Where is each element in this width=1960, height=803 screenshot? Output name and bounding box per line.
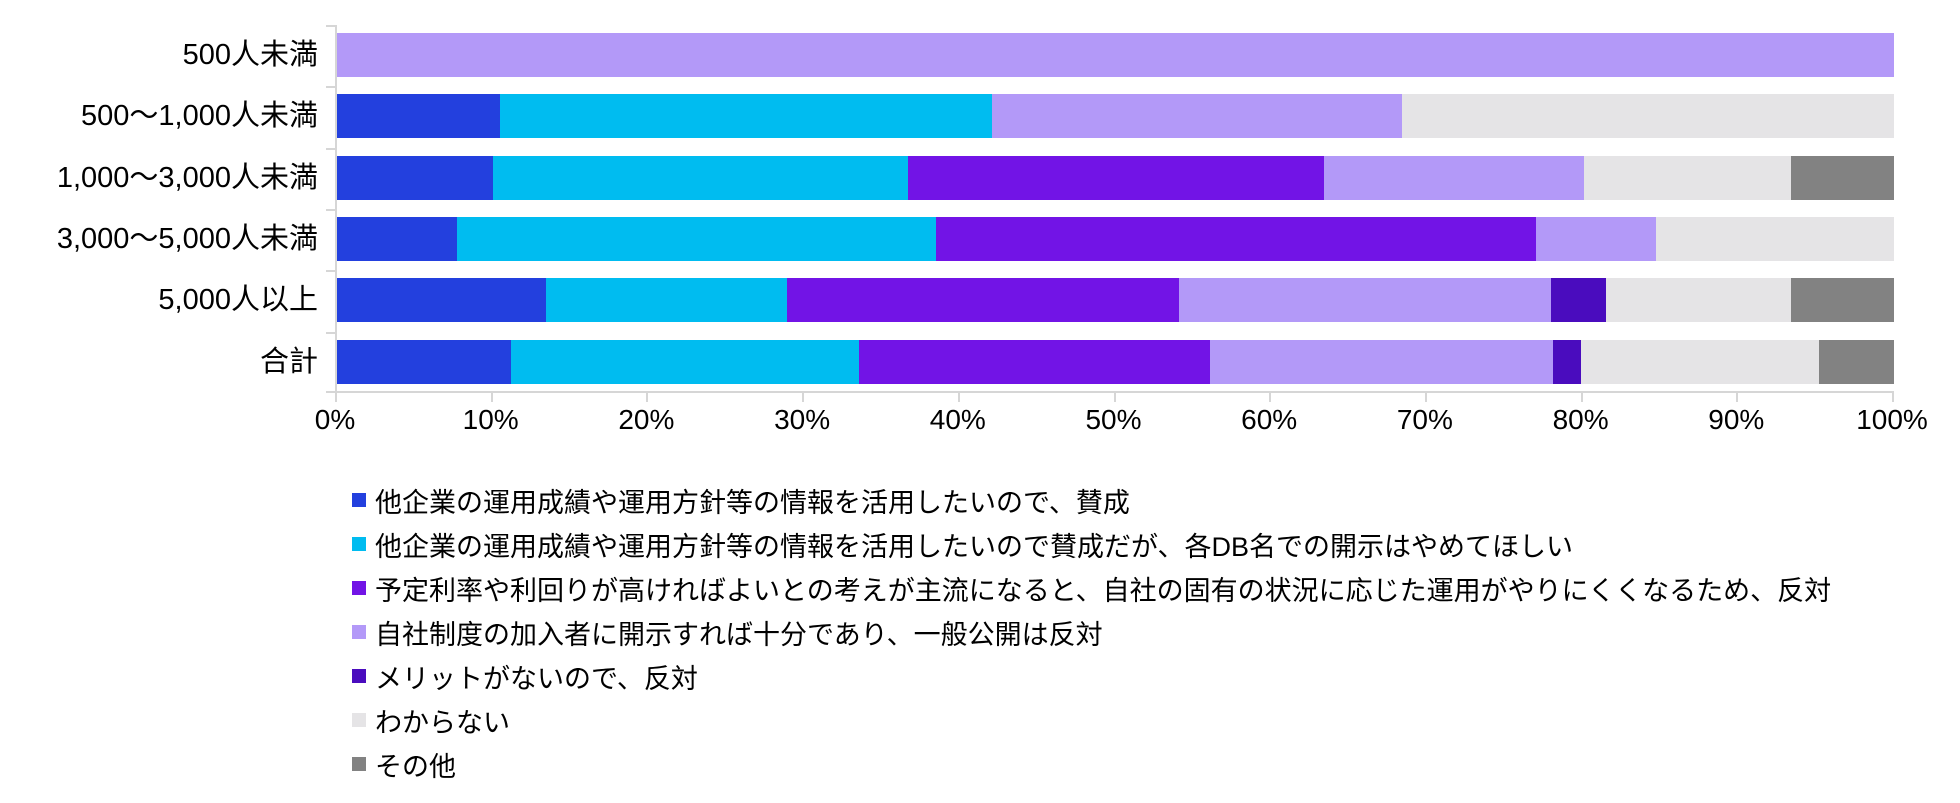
bar-segment — [1791, 155, 1894, 200]
category-label: 合計 — [259, 345, 318, 378]
bar-segment — [1581, 339, 1820, 384]
legend-item: 他企業の運用成績や運用方針等の情報を活用したいので、賛成 — [352, 478, 1130, 522]
bar-segment — [456, 217, 937, 261]
y-axis-tick — [326, 147, 335, 150]
legend-label: その他 — [375, 751, 456, 782]
x-axis-tick — [802, 393, 805, 402]
legend-swatch-icon — [352, 537, 366, 551]
x-axis-tick — [1269, 393, 1272, 402]
y-axis-tick — [326, 270, 335, 273]
bar-segment — [545, 278, 787, 323]
y-axis-tick — [326, 86, 335, 89]
x-axis-tick — [957, 393, 960, 402]
legend-item: 自社制度の加入者に開示すれば十分であり、一般公開は反対 — [352, 610, 1103, 654]
bar-segment — [1179, 278, 1552, 323]
bar-row — [337, 94, 1894, 139]
x-tick-label: 0% — [314, 404, 356, 435]
legend-label: わからない — [375, 707, 510, 738]
category-label: 3,000〜5,000人未満 — [56, 223, 318, 255]
x-axis-tick — [335, 393, 337, 402]
x-tick-label: 10% — [462, 404, 519, 435]
bar-segment — [337, 339, 512, 384]
plot-area — [335, 25, 1894, 393]
bar-row — [337, 278, 1894, 323]
x-axis-tick — [1736, 393, 1739, 402]
bar-row — [337, 217, 1894, 261]
x-tick-label: 70% — [1396, 404, 1453, 435]
y-axis-tick — [326, 25, 335, 27]
x-axis-tick — [490, 393, 493, 402]
x-tick-label: 40% — [929, 404, 986, 435]
bar-segment — [337, 155, 493, 200]
x-axis-tick — [1892, 393, 1894, 402]
category-label: 500〜1,000人未満 — [81, 100, 318, 133]
bar-segment — [1551, 278, 1606, 323]
x-tick-label: 100% — [1856, 404, 1928, 435]
legend-swatch-icon — [352, 625, 366, 639]
bar-segment — [936, 217, 1536, 261]
bar-segment — [511, 339, 859, 384]
bar-segment — [1605, 278, 1792, 323]
bar-segment — [337, 217, 457, 261]
bar-segment — [992, 94, 1402, 139]
category-label: 1,000〜3,000人未満 — [56, 161, 318, 194]
y-axis-tick — [326, 209, 335, 211]
legend-label: メリットがないので、反対 — [375, 663, 698, 694]
bar-segment — [786, 278, 1180, 323]
category-label: 5,000人以上 — [158, 284, 318, 317]
legend-item: 予定利率や利回りが高ければよいとの考えが主流になると、自社の固有の状況に応じた運… — [352, 566, 1831, 610]
legend-swatch-icon — [352, 757, 366, 771]
legend-item: 他企業の運用成績や運用方針等の情報を活用したいので賛成だが、各DB名での開示はや… — [352, 522, 1573, 566]
bar-segment — [1655, 217, 1894, 261]
bar-segment — [1324, 155, 1585, 200]
x-axis-tick — [1424, 393, 1427, 402]
x-tick-label: 60% — [1241, 404, 1298, 435]
legend-swatch-icon — [352, 713, 366, 727]
legend-swatch-icon — [352, 581, 366, 595]
bar-segment — [337, 94, 501, 139]
bar-segment — [1819, 339, 1894, 384]
bar-segment — [1552, 339, 1581, 384]
x-tick-label: 30% — [774, 404, 831, 435]
legend-item: わからない — [352, 698, 510, 742]
x-tick-label: 20% — [618, 404, 675, 435]
bar-segment — [1401, 94, 1894, 139]
bar-segment — [1791, 278, 1894, 323]
bar-segment — [337, 33, 1894, 77]
bar-segment — [1584, 155, 1792, 200]
bar-segment — [908, 155, 1325, 200]
x-tick-label: 80% — [1552, 404, 1609, 435]
y-axis-tick — [326, 391, 335, 393]
legend-label: 自社制度の加入者に開示すれば十分であり、一般公開は反対 — [375, 619, 1103, 650]
legend-label: 他企業の運用成績や運用方針等の情報を活用したいので、賛成 — [375, 487, 1130, 518]
x-axis-tick — [1580, 393, 1583, 402]
x-axis-tick — [646, 393, 649, 402]
legend-swatch-icon — [352, 669, 366, 683]
legend-label: 予定利率や利回りが高ければよいとの考えが主流になると、自社の固有の状況に応じた運… — [375, 575, 1832, 606]
bar-segment — [1535, 217, 1656, 261]
bar-segment — [337, 278, 546, 323]
x-axis-tick — [1113, 393, 1116, 402]
bar-segment — [500, 94, 993, 139]
legend-label: 他企業の運用成績や運用方針等の情報を活用したいので賛成だが、各DB名での開示はや… — [375, 531, 1573, 562]
y-axis-tick — [326, 331, 335, 334]
bar-segment — [858, 339, 1211, 384]
x-tick-label: 50% — [1085, 404, 1142, 435]
bar-segment — [492, 155, 909, 200]
bar-segment — [1210, 339, 1553, 384]
legend-item: その他 — [352, 742, 456, 786]
category-label: 500人未満 — [182, 39, 318, 71]
legend-swatch-icon — [352, 493, 366, 507]
bar-row — [337, 155, 1894, 200]
bar-row — [337, 33, 1894, 77]
bar-row — [337, 339, 1894, 384]
x-tick-label: 90% — [1708, 404, 1765, 435]
legend-item: メリットがないので、反対 — [352, 654, 698, 698]
